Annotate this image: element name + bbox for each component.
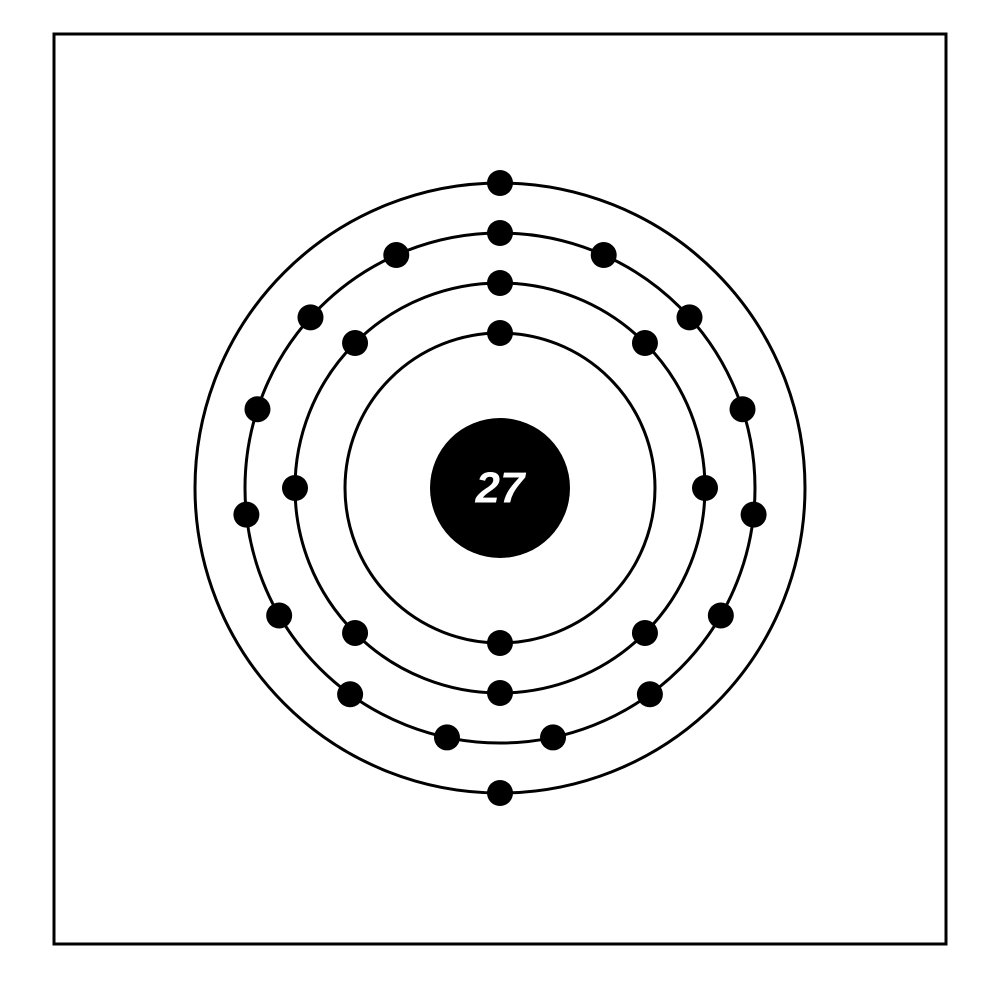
electron [708,603,734,629]
electron [677,304,703,330]
electron [282,475,308,501]
electron [741,502,767,528]
electron [337,681,363,707]
electron [632,620,658,646]
electron [487,170,513,196]
electron [487,630,513,656]
atomic-number-label: 27 [475,464,527,513]
electron [730,396,756,422]
electron [342,620,368,646]
electron [540,724,566,750]
electron [692,475,718,501]
electron [591,242,617,268]
electron [266,603,292,629]
electron [487,780,513,806]
electron [244,396,270,422]
bohr-model-diagram: 27 [0,0,1000,1000]
diagram-svg: 27 [0,0,1000,1000]
electron [487,270,513,296]
electron [632,330,658,356]
electron [342,330,368,356]
electron [487,680,513,706]
electron [434,724,460,750]
electron [297,304,323,330]
electron [487,220,513,246]
electron [637,681,663,707]
electron [383,242,409,268]
electron [233,502,259,528]
electron [487,320,513,346]
